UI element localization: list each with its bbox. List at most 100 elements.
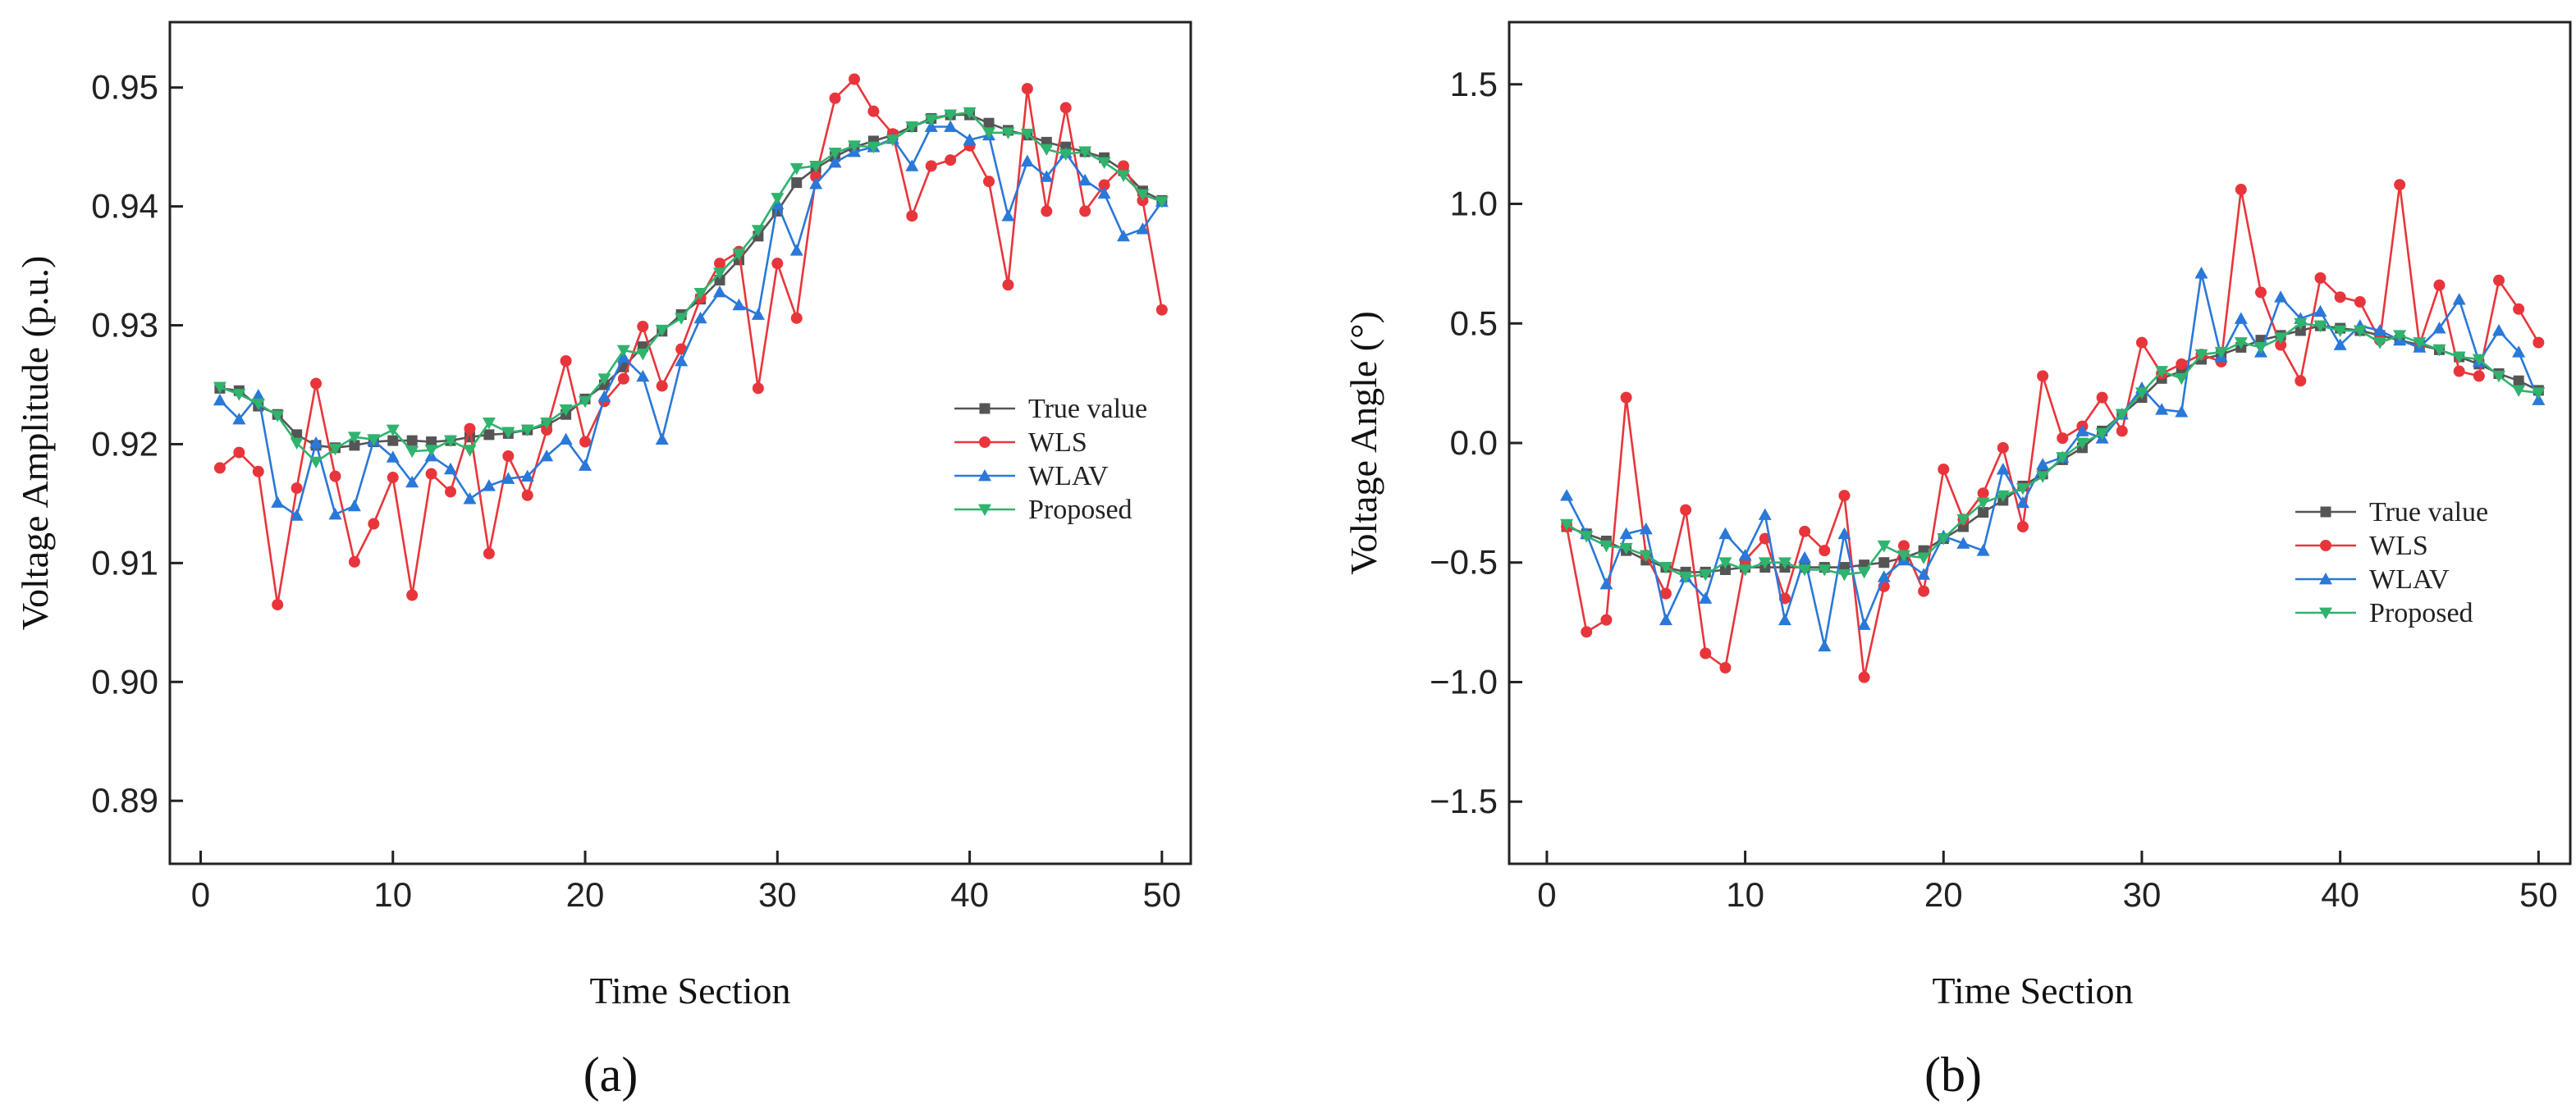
data-point — [675, 313, 689, 325]
data-point — [2254, 286, 2267, 299]
data-point — [2075, 437, 2089, 450]
data-point — [963, 133, 977, 145]
data-point — [789, 244, 803, 256]
y-tick-label: −1.0 — [1430, 662, 1498, 701]
data-point — [2394, 179, 2406, 191]
data-point — [2492, 274, 2505, 286]
data-point — [982, 127, 996, 139]
data-point — [1996, 490, 2010, 503]
data-point — [714, 258, 726, 270]
data-point — [2413, 337, 2427, 349]
data-point — [1857, 618, 1871, 630]
y-tick-label: −1.5 — [1430, 782, 1498, 820]
data-point — [1798, 550, 1812, 564]
legend-marker — [2319, 607, 2332, 619]
legend-item: WLS — [2295, 531, 2428, 561]
data-point — [1599, 540, 1613, 553]
data-point — [1059, 102, 1072, 114]
data-point — [2295, 325, 2306, 336]
data-point — [1700, 647, 1712, 660]
series-line — [219, 78, 1164, 606]
x-ticks: 0 10 20 30 40 50 — [1537, 851, 2558, 914]
data-point — [2275, 339, 2287, 351]
data-point — [771, 193, 785, 205]
y-ticks: −1.5 −1.0 −0.5 0.0 0.5 1.0 1.5 — [1430, 65, 1522, 820]
data-point — [1136, 189, 1150, 202]
data-point — [347, 431, 361, 444]
data-point — [1117, 229, 1131, 242]
legend-marker — [2320, 540, 2331, 551]
data-point — [2453, 365, 2465, 377]
data-point — [520, 469, 534, 482]
data-point — [1619, 542, 1633, 555]
legend-marker — [979, 403, 991, 414]
data-point — [387, 435, 399, 446]
data-point — [732, 298, 746, 311]
data-point — [1097, 157, 1111, 169]
data-point — [483, 429, 495, 441]
data-point — [1079, 205, 1091, 217]
legend-marker — [2319, 573, 2332, 585]
data-point — [1917, 552, 1931, 564]
data-point — [464, 422, 476, 435]
data-point — [2253, 342, 2267, 354]
data-point — [2115, 409, 2129, 422]
data-point — [1956, 514, 1970, 527]
data-point — [828, 148, 842, 160]
data-point — [483, 547, 495, 559]
data-point — [2235, 184, 2247, 196]
data-point — [251, 389, 265, 401]
data-point — [2294, 317, 2308, 331]
legend-item: True value — [954, 394, 1147, 424]
data-point — [1977, 487, 1989, 500]
data-point — [1041, 205, 1053, 217]
data-point — [386, 450, 400, 463]
data-point — [1581, 626, 1593, 638]
data-point — [2372, 337, 2386, 349]
x-tick-label: 30 — [2123, 875, 2162, 914]
data-point — [233, 446, 245, 459]
legend-marker — [2320, 506, 2331, 518]
data-point — [2491, 324, 2505, 336]
data-point — [1679, 571, 1693, 584]
data-point — [751, 225, 765, 237]
data-point — [424, 445, 438, 457]
data-point — [2452, 293, 2466, 305]
data-point — [655, 432, 669, 445]
y-tick-label: 0.92 — [91, 424, 158, 463]
data-point — [291, 482, 303, 495]
data-point — [2194, 267, 2208, 279]
data-point — [2314, 272, 2327, 284]
data-point — [2452, 351, 2466, 364]
legend-item: WLS — [954, 427, 1087, 458]
data-point — [848, 140, 862, 153]
data-point — [617, 372, 629, 385]
legend-item: WLAV — [954, 461, 1109, 491]
data-point — [1155, 196, 1169, 208]
data-point — [732, 249, 746, 261]
x-tick-label: 10 — [373, 875, 412, 914]
data-point — [1040, 144, 1054, 157]
data-point — [1021, 83, 1033, 95]
data-point — [1699, 568, 1713, 582]
y-tick-label: 1.5 — [1450, 65, 1498, 103]
legend-label: Proposed — [2369, 598, 2473, 628]
data-point — [1937, 533, 1951, 546]
y-tick-label: 0.90 — [91, 662, 158, 701]
y-tick-label: 0.94 — [91, 187, 158, 226]
data-point — [925, 160, 937, 172]
data-point — [963, 107, 977, 120]
chart-panel-a: 0.89 0.90 0.91 0.92 0.93 0.94 0.95 0 10 20 30 40 50… — [14, 21, 1192, 1102]
data-point — [790, 312, 803, 324]
data-point — [387, 472, 399, 484]
data-point — [213, 393, 226, 406]
data-point — [2354, 296, 2366, 308]
legend-marker — [979, 436, 991, 448]
data-point — [1078, 173, 1092, 186]
data-point — [579, 459, 593, 471]
data-point — [1877, 540, 1891, 553]
legend-label: WLS — [2369, 531, 2428, 561]
data-point — [1738, 548, 1752, 561]
